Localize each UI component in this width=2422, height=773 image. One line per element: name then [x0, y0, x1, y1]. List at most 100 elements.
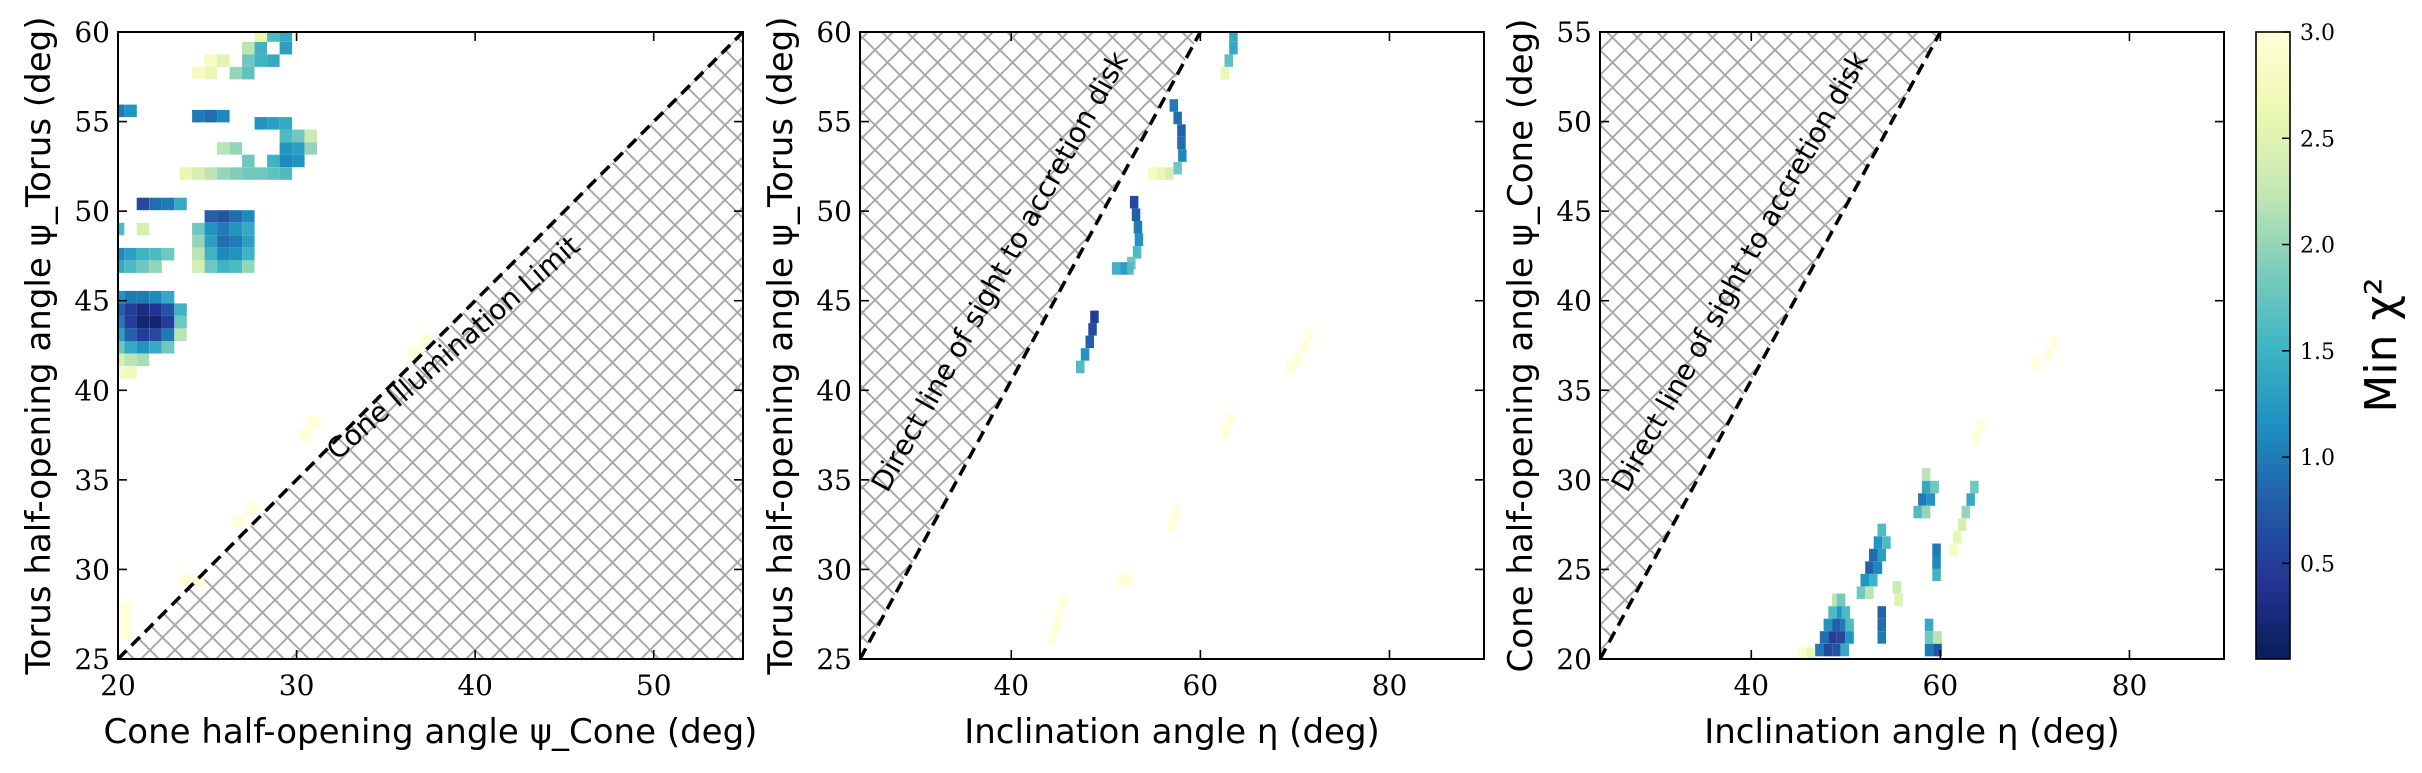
- heatmap-cell: [1869, 548, 1878, 562]
- y-tick-label: 35: [1556, 374, 1592, 407]
- heatmap-cell: [1932, 568, 1941, 581]
- heatmap-cell: [245, 502, 259, 515]
- y-tick-label: 55: [74, 106, 110, 139]
- x-tick-label: 20: [100, 669, 136, 702]
- heatmap-cell: [204, 247, 218, 261]
- heatmap-cell: [292, 154, 305, 168]
- heatmap-cell: [233, 514, 246, 528]
- heatmap-cell: [161, 290, 175, 304]
- heatmap-cell: [308, 416, 321, 429]
- heatmap-cell: [204, 210, 218, 223]
- heatmap-cell: [1836, 593, 1846, 607]
- heatmap-cell: [1823, 643, 1833, 657]
- heatmap-cell: [1221, 425, 1231, 438]
- heatmap-cell: [1921, 468, 1931, 481]
- heatmap-cell: [1828, 631, 1837, 644]
- x-tick-label: 50: [636, 669, 672, 702]
- heatmap-cell: [1172, 505, 1181, 519]
- heatmap-cell: [136, 197, 150, 211]
- panel-2: Direct line of sight to accretion disk40…: [761, 16, 1485, 752]
- y-tick-label: 35: [74, 464, 110, 497]
- heatmap-cell: [161, 303, 175, 316]
- y-tick-label: 40: [1556, 285, 1592, 318]
- heatmap-cell: [149, 197, 162, 211]
- heatmap-cell: [242, 260, 255, 273]
- heatmap-cell: [217, 260, 230, 273]
- heatmap-cell: [229, 235, 243, 248]
- heatmap-cell: [242, 222, 255, 236]
- heatmap-cell: [1953, 530, 1962, 544]
- x-tick-label: 40: [1733, 669, 1769, 702]
- colorbar-tick-label: 1.5: [2300, 340, 2335, 365]
- heatmap-cell: [1112, 262, 1121, 275]
- heatmap-cell: [1167, 518, 1177, 531]
- heatmap-cell: [1178, 149, 1187, 162]
- plot-area: [118, 32, 743, 659]
- heatmap-cell: [292, 142, 305, 155]
- heatmap-cell: [118, 290, 125, 304]
- heatmap-cell: [124, 104, 137, 118]
- heatmap-cell: [217, 222, 230, 236]
- heatmap-cell: [267, 117, 280, 130]
- y-axis-label: Cone half-opening angle ψ_Cone (deg): [1501, 19, 1541, 673]
- colorbar-tick-label: 2.0: [2300, 234, 2335, 259]
- heatmap-cell: [242, 247, 255, 261]
- colorbar-tick-label: 3.0: [2300, 21, 2335, 46]
- heatmap-cell: [192, 247, 205, 261]
- heatmap-cell: [1840, 618, 1850, 632]
- heatmap-cell: [242, 235, 255, 248]
- heatmap-cell: [124, 315, 137, 329]
- heatmap-cell: [118, 341, 125, 354]
- heatmap-cell: [1090, 310, 1099, 324]
- heatmap-cell: [136, 341, 150, 354]
- heatmap-cell: [124, 328, 137, 341]
- heatmap-cell: [192, 66, 205, 80]
- heatmap-cell: [2030, 357, 2040, 370]
- y-tick-label: 30: [74, 553, 110, 586]
- heatmap-cell: [192, 167, 205, 180]
- heatmap-cell: [254, 117, 268, 130]
- heatmap-cell: [1051, 620, 1060, 633]
- heatmap-cell: [267, 167, 280, 180]
- heatmap-cell: [1798, 647, 1807, 659]
- heatmap-cell: [1832, 618, 1841, 632]
- y-axis-label: Torus half-opening angle ψ_Torus (deg): [19, 17, 59, 676]
- heatmap-cell: [124, 303, 137, 316]
- x-tick-label: 40: [993, 669, 1029, 702]
- heatmap-cell: [118, 328, 125, 341]
- heatmap-cell: [1828, 606, 1837, 619]
- heatmap-cell: [118, 303, 125, 316]
- y-tick-label: 50: [1556, 106, 1592, 139]
- y-tick-label: 60: [74, 16, 110, 49]
- heatmap-cell: [1924, 643, 1934, 657]
- heatmap-cell: [124, 247, 137, 261]
- boundary-line: [118, 32, 743, 659]
- heatmap-cell: [118, 260, 125, 273]
- heatmap-cell: [1819, 631, 1829, 644]
- y-tick-label: 45: [816, 285, 852, 318]
- heatmap-cell: [1085, 335, 1094, 349]
- x-tick-label: 30: [279, 669, 315, 702]
- heatmap-cell: [136, 303, 150, 316]
- heatmap-cell: [1224, 54, 1233, 67]
- heatmap-cell: [174, 197, 187, 211]
- heatmap-cell: [1055, 607, 1064, 621]
- x-axis-label: Cone half-opening angle ψ_Cone (deg): [104, 712, 758, 752]
- heatmap-cell: [242, 66, 255, 80]
- heatmap-cell: [1865, 586, 1874, 599]
- heatmap-cell: [161, 328, 175, 341]
- heatmap-cell: [204, 54, 218, 67]
- heatmap-cell: [1229, 41, 1238, 55]
- colorbar-label: Min χ²: [2356, 277, 2407, 412]
- heatmap-cell: [1924, 631, 1934, 644]
- heatmap-cell: [279, 129, 293, 143]
- heatmap-cell: [149, 303, 162, 316]
- heatmap-cell: [204, 109, 218, 123]
- heatmap-cell: [292, 129, 305, 143]
- heatmap-cell: [1845, 618, 1854, 632]
- heatmap-cell: [267, 54, 280, 67]
- y-axis-label: Torus half-opening angle ψ_Torus (deg): [761, 17, 801, 676]
- heatmap-cell: [217, 142, 230, 155]
- heatmap-cell: [1131, 208, 1141, 221]
- heatmap-cell: [217, 109, 230, 123]
